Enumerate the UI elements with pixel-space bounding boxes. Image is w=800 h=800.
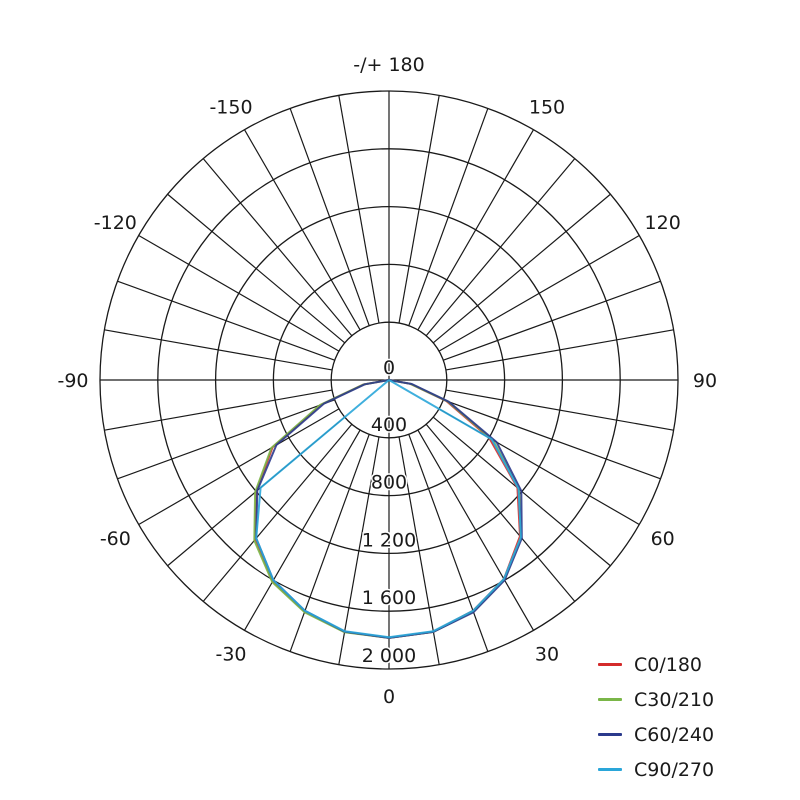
legend-item-c0: C0/180 [598,647,714,682]
legend-swatch [598,733,622,736]
grid-spoke [408,434,489,652]
grid-spoke [289,434,370,652]
radial-tick-label: 400 [371,414,407,436]
grid-spoke [432,193,611,344]
angle-label: -150 [209,96,252,118]
angle-label: -60 [100,528,131,550]
radial-labels: 0 400 800 1 200 1 600 2 000 [360,356,417,669]
grid-spoke [202,158,353,337]
grid-spoke [445,329,674,371]
radial-tick-label: 0 [383,357,395,379]
angle-label: -90 [57,370,88,392]
legend-swatch [598,768,622,771]
grid-spoke [438,234,640,352]
angle-label: 60 [651,528,675,550]
grid-spoke [138,234,340,352]
grid-spoke [104,389,333,431]
grid-spoke [104,329,333,371]
grid-spoke [425,423,576,602]
grid-spoke [202,423,353,602]
legend-item-c60: C60/240 [598,717,714,752]
radial-tick-label: 1 200 [362,529,416,551]
legend-label: C30/210 [634,688,715,711]
radial-tick-label: 2 000 [362,645,416,667]
angle-labels: 0 30 60 90 120 150 -/+ 180 -150 -120 -90 -60 -30 [57,54,717,708]
angle-label: -120 [94,212,137,234]
angle-label: 120 [645,212,681,234]
grid-spoke [443,399,661,480]
grid-spoke [338,436,380,665]
angle-label: 30 [535,644,559,666]
legend-item-c30: C30/210 [598,682,714,717]
grid-spoke [443,280,661,361]
angle-label: 0 [383,686,395,708]
grid-spoke [417,429,535,631]
legend-label: C0/180 [634,653,703,676]
angle-label: 150 [529,96,565,118]
angle-label: 90 [693,370,717,392]
grid-spoke [338,95,380,324]
legend: C0/180 C30/210 C60/240 C90/270 [598,647,714,787]
grid-spoke [117,280,335,361]
grid-spoke [398,436,440,665]
grid-spoke [167,193,346,344]
angle-label: -30 [215,644,246,666]
legend-label: C60/240 [634,723,715,746]
grid-spoke [398,95,440,324]
curves [253,379,523,639]
grid-spoke [445,389,674,431]
series-curve-c90-270 [255,379,522,639]
legend-label: C90/270 [634,758,715,781]
angle-label: -/+ 180 [353,54,424,76]
legend-swatch [598,698,622,701]
grid-spoke [408,108,489,326]
legend-item-c90: C90/270 [598,752,714,787]
grid-spoke [138,408,340,526]
grid-spoke [289,108,370,326]
grid-spoke [417,129,535,331]
grid-spoke [243,429,361,631]
grid-spoke [117,399,335,480]
legend-swatch [598,663,622,666]
radial-tick-label: 1 600 [362,587,416,609]
radial-tick-label: 800 [371,472,407,494]
grid-spoke [243,129,361,331]
grid-spoke [425,158,576,337]
